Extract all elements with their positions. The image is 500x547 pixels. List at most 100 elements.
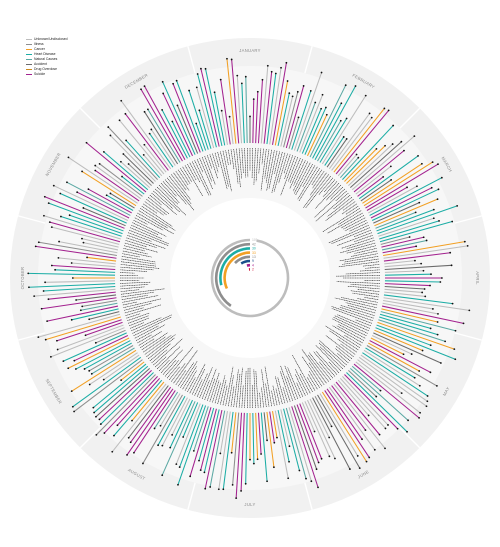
name-label bbox=[337, 338, 357, 353]
name-label bbox=[338, 210, 362, 225]
bar-end-dot bbox=[440, 176, 443, 179]
name-label bbox=[329, 330, 359, 351]
bar-end-dot bbox=[70, 318, 73, 321]
name-label bbox=[315, 351, 338, 375]
bar-end-dot bbox=[266, 64, 269, 67]
bar-end-dot bbox=[373, 448, 376, 451]
name-label bbox=[268, 150, 278, 190]
name-label bbox=[354, 248, 377, 254]
radial-bar bbox=[384, 263, 422, 268]
radial-bar bbox=[60, 193, 127, 224]
bar-end-dot bbox=[33, 295, 36, 298]
name-label bbox=[194, 379, 203, 396]
bar-end-dot bbox=[387, 109, 390, 112]
radial-bar bbox=[365, 347, 415, 379]
bar-end-dot bbox=[407, 419, 409, 422]
radial-bar bbox=[376, 324, 431, 346]
name-label bbox=[220, 151, 229, 187]
bar-end-dot bbox=[67, 156, 70, 159]
bar-end-dot bbox=[43, 195, 46, 198]
radial-bar bbox=[304, 401, 330, 457]
legend-item[interactable]: Heart Disease bbox=[26, 52, 68, 57]
bar-end-dot bbox=[430, 273, 432, 276]
bar-end-dot bbox=[171, 433, 174, 436]
radial-bar bbox=[283, 408, 300, 471]
bar-end-dot bbox=[425, 239, 428, 242]
radial-bar bbox=[182, 402, 199, 438]
legend-label: Unknown/Undisclosed bbox=[34, 37, 68, 41]
name-label bbox=[255, 371, 259, 408]
legend-item[interactable]: Drug Overdose bbox=[26, 67, 68, 72]
bar-end-dot bbox=[414, 211, 417, 214]
bar-end-dot bbox=[310, 480, 313, 483]
bar-end-dot bbox=[418, 370, 421, 372]
name-label bbox=[120, 272, 135, 274]
bar-end-dot bbox=[421, 349, 424, 352]
legend-item[interactable]: Cancer bbox=[26, 47, 68, 52]
name-label bbox=[326, 184, 342, 201]
name-label bbox=[122, 253, 140, 258]
radial-bar bbox=[171, 398, 191, 436]
radial-bar bbox=[161, 397, 188, 446]
legend-item[interactable]: Suicide bbox=[26, 72, 68, 77]
radial-bar bbox=[73, 359, 143, 412]
legend-item[interactable]: Accident bbox=[26, 62, 68, 67]
name-label bbox=[140, 208, 176, 231]
bar-end-dot bbox=[230, 451, 233, 454]
name-label bbox=[189, 363, 206, 394]
name-label bbox=[328, 224, 369, 244]
radial-bar bbox=[95, 374, 156, 436]
name-label bbox=[364, 297, 379, 300]
summary-arc bbox=[219, 247, 251, 286]
legend-item[interactable]: Unknown/Undisclosed bbox=[26, 37, 68, 42]
bar-end-dot bbox=[70, 262, 73, 264]
bar-end-dot bbox=[266, 439, 268, 442]
bar-end-dot bbox=[169, 446, 172, 449]
name-label bbox=[274, 151, 280, 174]
summary-count: 42 bbox=[252, 242, 256, 246]
radial-bar bbox=[379, 220, 440, 240]
bar-end-dot bbox=[365, 460, 368, 463]
bar-end-dot bbox=[273, 441, 276, 444]
bar-end-dot bbox=[240, 490, 242, 492]
radial-bar bbox=[95, 329, 126, 344]
bar-end-dot bbox=[384, 447, 386, 450]
legend-item[interactable]: Natural Causes bbox=[26, 57, 68, 62]
radial-bar bbox=[240, 412, 245, 491]
bar-end-dot bbox=[213, 91, 216, 94]
summary-count: 33 bbox=[252, 251, 256, 255]
name-label bbox=[177, 169, 189, 186]
bar-end-dot bbox=[468, 309, 471, 312]
radial-bar bbox=[337, 379, 370, 416]
month-divider bbox=[187, 45, 196, 74]
name-label bbox=[153, 190, 173, 209]
radial-bar bbox=[205, 68, 223, 147]
bar-end-dot bbox=[56, 348, 59, 351]
name-label bbox=[344, 219, 367, 232]
radial-bar bbox=[44, 196, 125, 229]
bar-end-dot bbox=[195, 86, 198, 89]
bar-end-dot bbox=[140, 88, 142, 91]
radial-bar bbox=[83, 242, 119, 251]
radial-bar bbox=[162, 81, 196, 155]
name-label bbox=[345, 272, 380, 275]
bar-end-dot bbox=[273, 466, 275, 469]
name-label bbox=[335, 190, 347, 202]
bar-end-dot bbox=[451, 220, 454, 223]
bar-end-dot bbox=[437, 312, 439, 315]
radial-bar bbox=[326, 388, 363, 440]
bar-end-dot bbox=[52, 184, 55, 187]
radial-bar bbox=[252, 412, 255, 464]
legend-item[interactable]: Illness bbox=[26, 42, 68, 47]
name-label bbox=[287, 157, 299, 182]
month-divider bbox=[399, 107, 421, 129]
radial-bar bbox=[103, 354, 140, 381]
bar-end-dot bbox=[417, 155, 419, 157]
name-label bbox=[336, 275, 380, 277]
name-label bbox=[261, 369, 267, 408]
name-label bbox=[241, 385, 244, 408]
bar-end-dot bbox=[175, 463, 178, 465]
bar-end-dot bbox=[426, 395, 429, 397]
radial-bar bbox=[34, 288, 116, 297]
name-label bbox=[325, 199, 354, 221]
